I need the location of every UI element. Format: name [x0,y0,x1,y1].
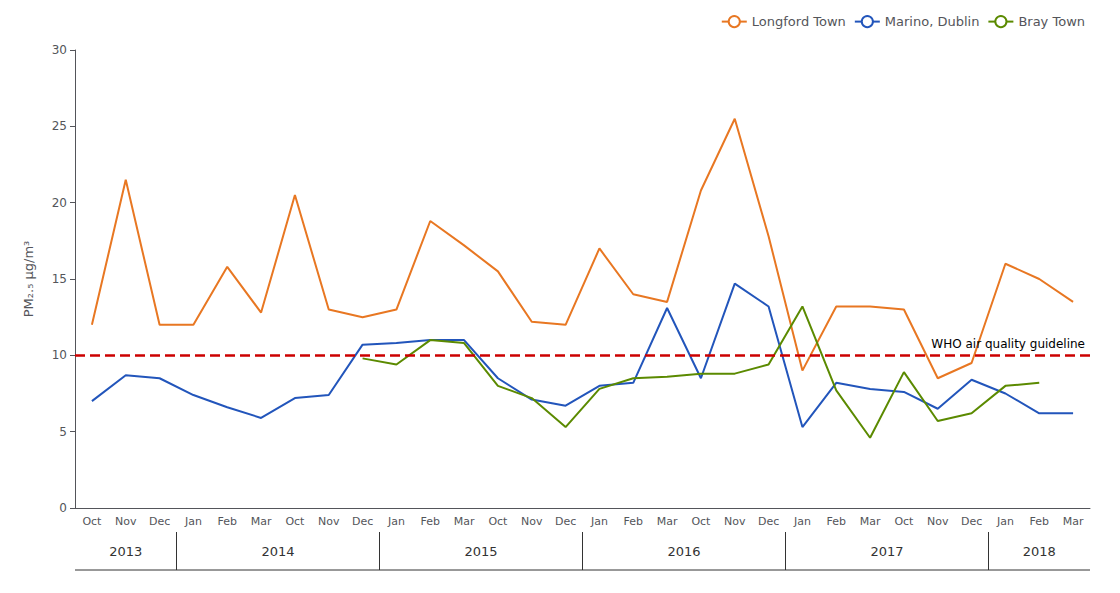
svg-text:Dec: Dec [352,515,373,528]
svg-text:2015: 2015 [464,544,497,559]
svg-text:Nov: Nov [318,515,340,528]
svg-text:Nov: Nov [521,515,543,528]
svg-text:Dec: Dec [555,515,576,528]
svg-text:Jan: Jan [184,515,202,528]
svg-text:Oct: Oct [894,515,914,528]
svg-text:Jan: Jan [387,515,405,528]
svg-text:PM₂.₅ μg/m³: PM₂.₅ μg/m³ [21,241,36,318]
svg-text:Jan: Jan [793,515,811,528]
svg-text:2013: 2013 [109,544,142,559]
svg-text:0: 0 [59,501,67,515]
svg-text:Feb: Feb [827,515,846,528]
svg-text:Mar: Mar [1063,515,1084,528]
svg-text:2014: 2014 [261,544,294,559]
svg-text:15: 15 [52,272,67,286]
svg-text:2018: 2018 [1023,544,1056,559]
svg-text:Bray Town: Bray Town [1018,14,1085,29]
svg-text:2016: 2016 [667,544,700,559]
svg-text:Dec: Dec [149,515,170,528]
svg-text:Jan: Jan [996,515,1014,528]
svg-text:Feb: Feb [624,515,643,528]
svg-text:Mar: Mar [657,515,678,528]
svg-text:Longford Town: Longford Town [752,14,846,29]
svg-text:Mar: Mar [251,515,272,528]
svg-text:Nov: Nov [724,515,746,528]
svg-text:2017: 2017 [870,544,903,559]
svg-text:Dec: Dec [961,515,982,528]
svg-text:Feb: Feb [218,515,237,528]
svg-text:WHO air quality guideline: WHO air quality guideline [931,337,1085,351]
svg-text:Mar: Mar [454,515,475,528]
svg-text:Nov: Nov [927,515,949,528]
svg-text:25: 25 [52,119,67,133]
svg-text:Jan: Jan [590,515,608,528]
svg-text:10: 10 [52,348,67,362]
svg-text:Oct: Oct [691,515,711,528]
svg-text:20: 20 [52,196,67,210]
svg-text:Oct: Oct [285,515,305,528]
svg-text:Mar: Mar [860,515,881,528]
svg-text:Marino, Dublin: Marino, Dublin [885,14,980,29]
svg-text:Feb: Feb [1030,515,1049,528]
svg-text:Oct: Oct [82,515,102,528]
svg-text:Nov: Nov [115,515,137,528]
svg-text:30: 30 [52,43,67,57]
svg-text:Feb: Feb [421,515,440,528]
svg-text:5: 5 [59,425,67,439]
svg-text:Oct: Oct [488,515,508,528]
svg-text:Dec: Dec [758,515,779,528]
